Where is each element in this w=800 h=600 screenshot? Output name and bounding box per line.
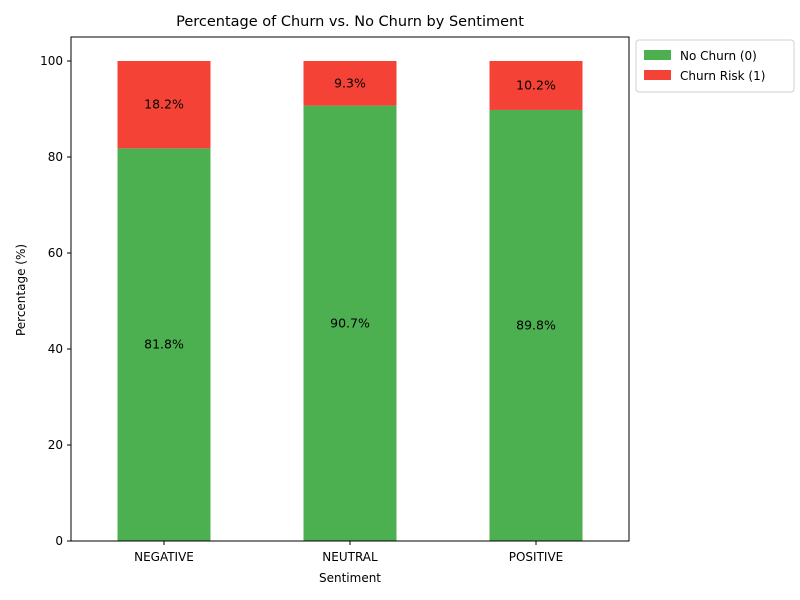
legend-swatch-series-0 [644, 50, 671, 60]
bar-negative-series-0 [117, 148, 211, 542]
y-tick-label: 100 [40, 54, 63, 68]
x-tick-label-negative: NEGATIVE [134, 550, 194, 564]
axes-layer: 0 20 40 60 80 100 NEGATIVE NEUTRAL POSITIVE [40, 36, 630, 564]
data-label-positive-series-0: 89.8% [516, 317, 556, 332]
y-tick-label: 40 [48, 342, 63, 356]
data-labels-layer: 81.8% 18.2% 90.7% 9.3% 89.8% 10.2% [144, 75, 556, 351]
y-tick-label: 80 [48, 150, 63, 164]
y-tick-label: 20 [48, 438, 63, 452]
data-label-neutral-series-1: 9.3% [334, 75, 366, 90]
bar-neutral-series-0 [303, 105, 397, 541]
bars-layer [117, 61, 583, 542]
bar-positive-series-0 [489, 109, 583, 542]
bar-positive-series-1 [489, 61, 583, 110]
data-label-negative-series-1: 18.2% [144, 97, 184, 112]
legend: No Churn (0) Churn Risk (1) [635, 39, 795, 93]
data-label-positive-series-1: 10.2% [516, 77, 556, 92]
data-label-negative-series-0: 81.8% [144, 337, 184, 352]
legend-box [635, 39, 795, 93]
bar-neutral-series-1 [303, 61, 397, 106]
y-tick-label: 0 [55, 534, 63, 548]
x-tick-label-neutral: NEUTRAL [322, 550, 378, 564]
legend-label-series-0: No Churn (0) [680, 49, 757, 63]
bar-negative-series-1 [117, 61, 211, 149]
legend-label-series-1: Churn Risk (1) [680, 69, 765, 83]
chart-title: Percentage of Churn vs. No Churn by Sent… [176, 14, 524, 30]
y-tick-label: 60 [48, 246, 63, 260]
data-label-neutral-series-0: 90.7% [330, 315, 370, 330]
legend-swatch-series-1 [644, 70, 671, 80]
x-tick-label-positive: POSITIVE [509, 550, 564, 564]
y-axis-label: Percentage (%) [14, 244, 28, 336]
x-axis-label: Sentiment [319, 571, 381, 585]
